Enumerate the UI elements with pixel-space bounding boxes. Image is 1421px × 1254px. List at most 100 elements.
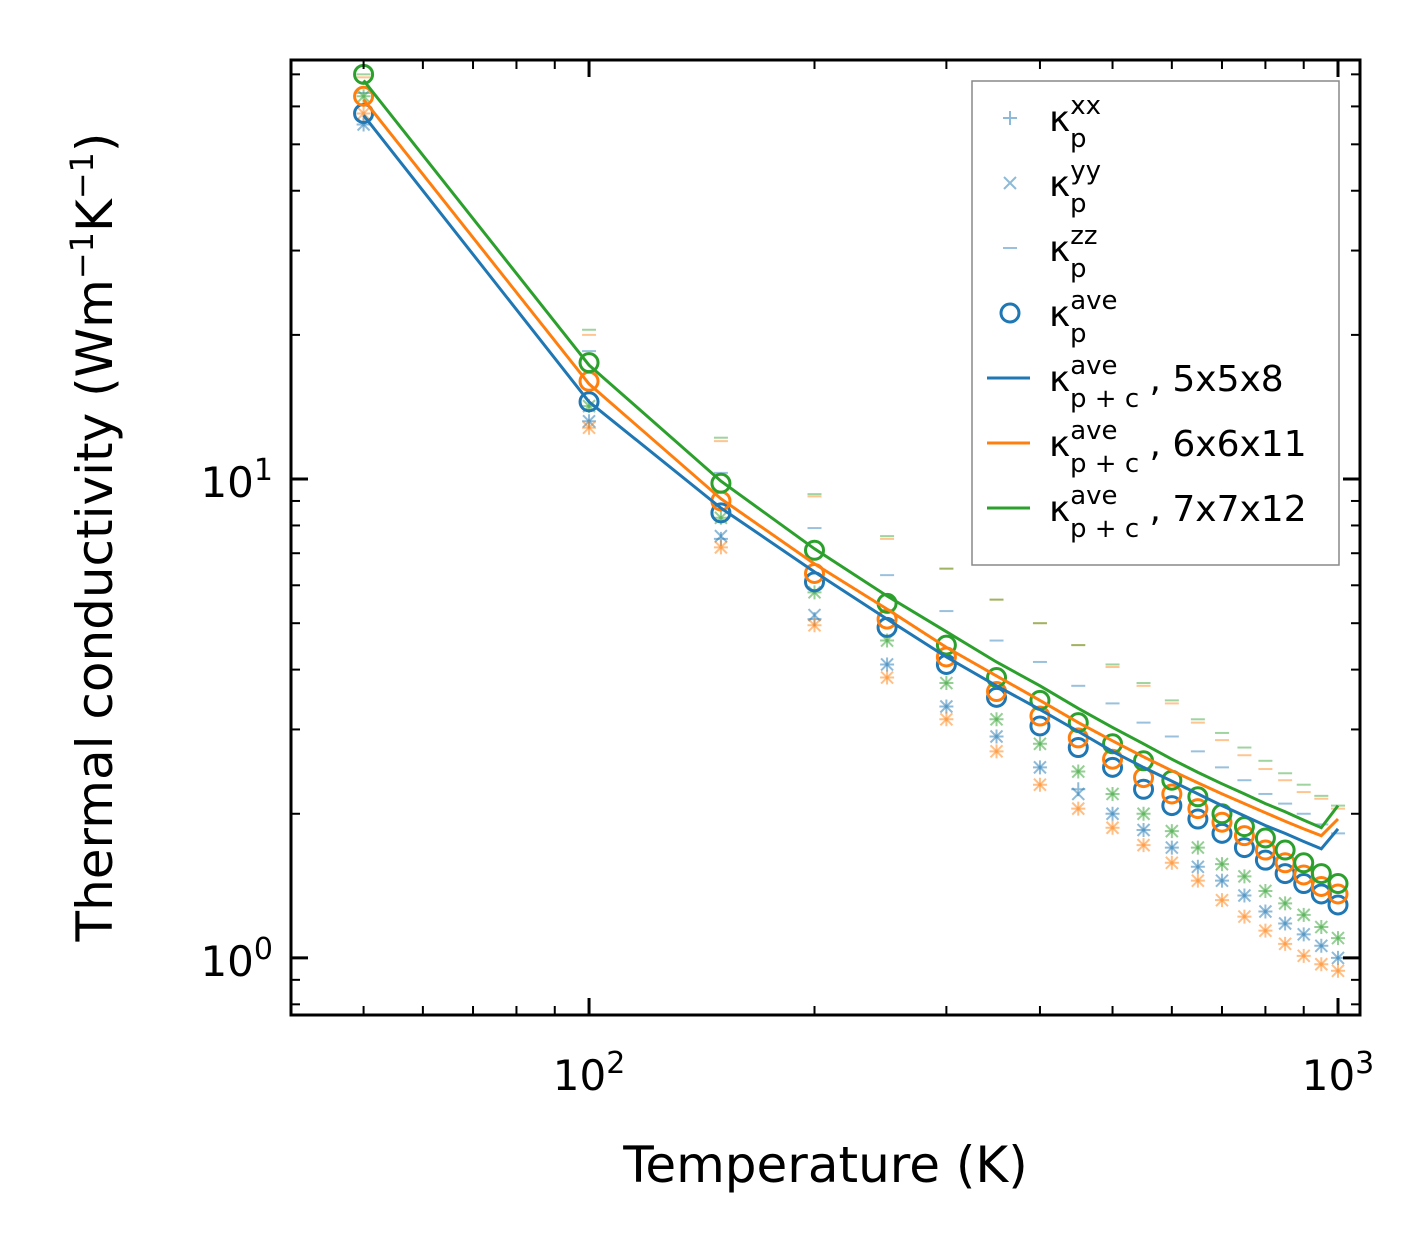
legend-label-sup: xx [1070, 91, 1101, 121]
series-6x6x11-kyy-point [582, 420, 596, 435]
series-7x7x12-kyy-point [989, 712, 1004, 727]
legend-label-symbol: κ [1049, 424, 1070, 465]
legend-label-symbol: κ [1049, 489, 1070, 530]
series-5x5x8-kave-point [1133, 778, 1155, 800]
series-7x7x12-kave-point [1233, 816, 1255, 838]
legend-entry: κave p + c , 6x6x11 [987, 416, 1307, 479]
series-6x6x11-kyy-point [1278, 937, 1292, 951]
series-6x6x11-kyy-point [939, 712, 954, 727]
legend-plus-marker [1003, 111, 1017, 125]
series-5x5x8-kyy-point [1071, 787, 1085, 801]
legend-circle-marker [999, 302, 1021, 324]
series-5x5x8-kyy-point [1105, 807, 1120, 821]
y-tick-label: 101 [200, 453, 273, 508]
series-7x7x12-kave-point [1254, 827, 1276, 849]
legend-label-sup: ave [1070, 351, 1117, 381]
x-axis-title: Temperature (K) [622, 1136, 1027, 1194]
series-6x6x11-kave-point [1187, 798, 1209, 820]
series-5x5x8-kave-point [986, 686, 1008, 708]
series-7x7x12-kave-point [935, 634, 957, 656]
legend-label-sub: p [1070, 189, 1087, 219]
legend-entry: κzz p [1003, 221, 1098, 284]
legend-label: κave p + c , 5x5x8 [1049, 351, 1284, 414]
series-6x6x11-kave-point [1327, 883, 1349, 905]
series-5x5x8-kyy-point [1033, 760, 1047, 775]
legend-label: κxx p [1049, 91, 1101, 154]
data-marks [353, 63, 1349, 978]
legend-box [971, 80, 1340, 566]
legend-label-sup: yy [1070, 156, 1101, 186]
series-5x5x8-kyy-point [1258, 904, 1273, 919]
legend-label: κzz p [1049, 221, 1098, 284]
legend-label: κave p [1049, 286, 1118, 349]
series-5x5x8-kave-point [1067, 737, 1089, 759]
legend-label-suffix: , 7x7x12 [1150, 489, 1307, 530]
series-6x6x11-kave-point [1161, 783, 1183, 805]
legend-label-sub: p [1070, 254, 1087, 284]
series-5x5x8-kave-point [1327, 894, 1349, 916]
series-5x5x8-kyy-point [1215, 873, 1229, 888]
series-7x7x12-kyy-point [1191, 840, 1205, 855]
series-6x6x11-kyy-point [1105, 821, 1120, 835]
series-5x5x8-kyy-point [1136, 823, 1151, 837]
series-6x6x11-kyy-point [1331, 964, 1345, 978]
series-5x5x8-kyy-point [1165, 840, 1179, 855]
series-7x7x12-kyy-point [1165, 824, 1179, 838]
legend-entry: κyy p [1003, 156, 1101, 219]
series-5x5x8-kyy-point [989, 729, 1004, 744]
series-6x6x11-kave-point [1233, 825, 1255, 847]
series-6x6x11-kyy-point [1314, 957, 1329, 971]
series-7x7x12-kyy-point [1071, 764, 1085, 779]
x-tick-label-base: 10 [1302, 1051, 1355, 1100]
legend-label-symbol: κ [1049, 164, 1070, 205]
legend-cross-marker [1003, 176, 1017, 190]
series-5x5x8-kyy-point [807, 608, 822, 622]
series-5x5x8-kave-point [1029, 715, 1051, 737]
y-axis-title-mid: K [66, 198, 124, 232]
series-7x7x12-kyy-point [356, 89, 371, 103]
series-5x5x8-kave-point [1211, 822, 1233, 844]
series-5x5x8-kave-point [1254, 849, 1276, 871]
series-5x5x8-kyy-point [939, 699, 954, 714]
series-7x7x12-kyy-point [939, 676, 954, 690]
series-7x7x12-kyy-point [1237, 869, 1252, 884]
y-tick-label: 100 [200, 931, 273, 986]
series-5x5x8-kyy-point [1297, 927, 1311, 942]
series-7x7x12-kave-point [1327, 873, 1349, 895]
series-7x7x12-kave-group [353, 63, 1349, 895]
series-5x5x8-kyy-point [1237, 888, 1252, 903]
series-5x5x8-kave-point [1161, 795, 1183, 817]
legend-label-sub: p [1070, 124, 1087, 154]
series-6x6x11-kave-point [1254, 839, 1276, 861]
y-tick-label-base: 10 [200, 458, 253, 507]
series-5x5x8-kave-point [1102, 756, 1124, 778]
y-axis-title-exp1: −1 [63, 232, 101, 279]
series-5x5x8-kyy-point [880, 657, 894, 672]
y-axis-title-end: ) [66, 133, 124, 153]
legend-label-sup: zz [1070, 221, 1097, 251]
series-6x6x11-kyy-point [1033, 777, 1047, 792]
legend-label-symbol: κ [1049, 99, 1070, 140]
legend-label: κave p + c , 7x7x12 [1049, 481, 1307, 544]
series-7x7x12-kave-point [1274, 839, 1296, 861]
y-axis-title-exp2: −1 [63, 152, 101, 199]
series-6x6x11-group [356, 76, 1345, 978]
series-7x7x12-kpc-line [362, 79, 1340, 830]
y-tick-label-exp: 0 [254, 931, 273, 966]
series-6x6x11-kyy-point [1258, 923, 1273, 938]
legend-entry: κxx p [1003, 91, 1101, 154]
series-6x6x11-kyy-point [356, 106, 371, 121]
x-tick-label-exp: 3 [1355, 1046, 1374, 1081]
series-5x5x8-kyy-point [1314, 939, 1329, 953]
series-5x5x8-kave-point [1233, 837, 1255, 859]
x-tick-label: 103 [1302, 1046, 1375, 1101]
legend-label: κyy p [1049, 156, 1101, 219]
series-5x5x8-kyy-point [714, 529, 728, 543]
series-7x7x12-kyy-point [1033, 737, 1047, 751]
legend-label-suffix: , 6x6x11 [1150, 424, 1307, 465]
x-tick-label: 102 [553, 1046, 626, 1101]
series-7x7x12-kyy-point [1297, 908, 1311, 922]
series-6x6x11-kpc-line [362, 98, 1340, 838]
series-6x6x11-kave-point [1211, 811, 1233, 833]
